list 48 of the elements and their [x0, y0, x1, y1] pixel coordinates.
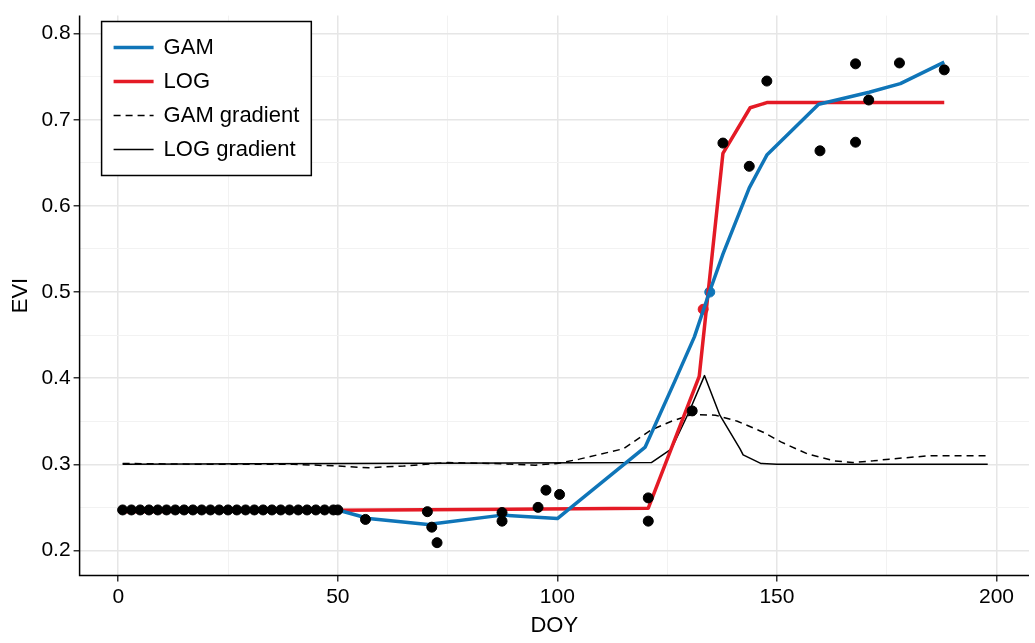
y-tick-label: 0.4 — [41, 364, 71, 388]
y-axis-title: EVI — [7, 277, 33, 314]
legend-label: GAM gradient — [163, 101, 300, 127]
point — [213, 504, 225, 516]
y-tick-label: 0.5 — [41, 278, 71, 302]
x-tick-label: 200 — [978, 583, 1015, 607]
point — [421, 506, 433, 518]
point — [426, 521, 438, 533]
point — [257, 504, 269, 516]
point — [554, 488, 566, 500]
y-tick-label: 0.3 — [41, 451, 71, 475]
point — [134, 504, 146, 516]
point — [248, 504, 260, 516]
point — [893, 57, 905, 69]
y-tick-label: 0.7 — [41, 106, 71, 130]
point — [850, 136, 862, 148]
point — [292, 504, 304, 516]
point — [814, 145, 826, 157]
x-axis-title: DOY — [530, 611, 579, 637]
point — [863, 94, 875, 106]
y-tick-label: 0.8 — [41, 20, 71, 44]
x-tick-label: 150 — [759, 583, 795, 607]
point — [431, 537, 443, 549]
point — [204, 504, 216, 516]
legend-label: GAM — [163, 33, 214, 59]
point — [532, 501, 544, 513]
legend-label: LOG — [163, 67, 211, 93]
point — [686, 405, 698, 417]
point — [850, 58, 862, 70]
x-tick-label: 100 — [539, 583, 575, 607]
point — [761, 75, 773, 87]
point — [125, 504, 137, 516]
x-tick-label: 50 — [326, 583, 350, 607]
legend-label: LOG gradient — [163, 135, 296, 161]
point — [310, 504, 322, 516]
point — [169, 504, 181, 516]
point — [359, 513, 371, 525]
x-tick-label: 0 — [112, 583, 125, 607]
y-tick-label: 0.6 — [41, 192, 71, 216]
point — [496, 515, 508, 527]
point — [717, 137, 729, 149]
point — [231, 504, 243, 516]
point — [743, 160, 755, 172]
y-tick-label: 0.2 — [41, 537, 71, 561]
point — [642, 492, 654, 504]
point — [642, 515, 654, 527]
point — [540, 484, 552, 496]
point — [938, 64, 950, 76]
